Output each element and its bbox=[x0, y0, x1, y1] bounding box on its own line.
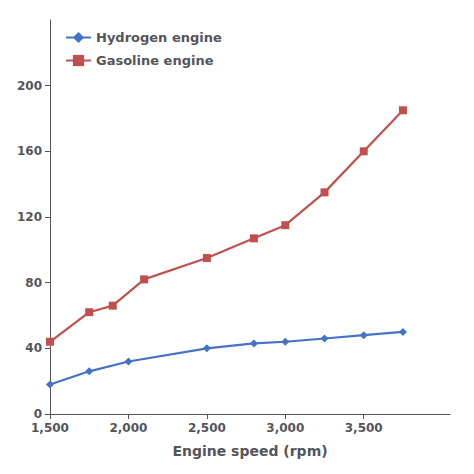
svg-text:120: 120 bbox=[17, 210, 42, 224]
svg-text:200: 200 bbox=[17, 79, 42, 93]
svg-text:Engine speed (rpm): Engine speed (rpm) bbox=[172, 443, 327, 459]
svg-text:80: 80 bbox=[25, 276, 42, 290]
svg-text:3,500: 3,500 bbox=[345, 421, 383, 435]
svg-text:Hydrogen engine: Hydrogen engine bbox=[96, 30, 222, 45]
svg-text:2,500: 2,500 bbox=[188, 421, 226, 435]
svg-text:40: 40 bbox=[25, 341, 42, 355]
svg-text:Gasoline engine: Gasoline engine bbox=[96, 53, 214, 68]
svg-text:2,000: 2,000 bbox=[109, 421, 147, 435]
svg-text:160: 160 bbox=[17, 144, 42, 158]
svg-text:3,000: 3,000 bbox=[266, 421, 304, 435]
svg-text:1,500: 1,500 bbox=[31, 421, 69, 435]
svg-text:0: 0 bbox=[34, 407, 42, 421]
